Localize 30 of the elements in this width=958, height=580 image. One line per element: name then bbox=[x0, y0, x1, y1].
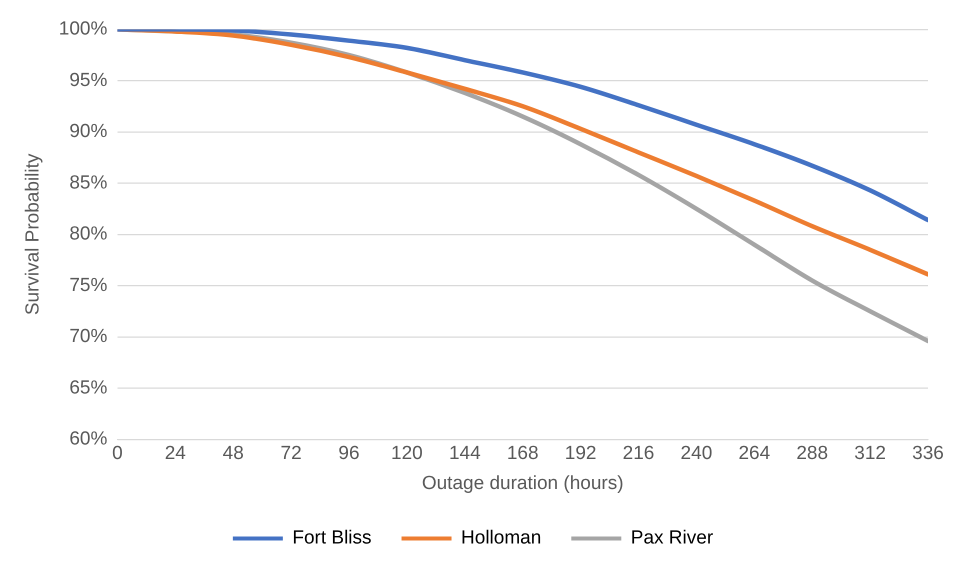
legend-label: Pax River bbox=[630, 528, 714, 549]
x-tick-label: 192 bbox=[564, 443, 596, 464]
x-tick-label: 168 bbox=[506, 443, 539, 464]
x-tick-label: 144 bbox=[448, 443, 482, 464]
x-axis-title: Outage duration (hours) bbox=[422, 472, 624, 494]
y-tick-label: 95% bbox=[69, 70, 108, 91]
x-tick-label: 96 bbox=[338, 443, 360, 464]
y-tick-label: 90% bbox=[69, 121, 108, 142]
line-series bbox=[117, 29, 928, 222]
legend-label: Fort Bliss bbox=[292, 528, 372, 549]
y-tick-label: 60% bbox=[69, 428, 108, 450]
legend-label: Holloman bbox=[461, 528, 542, 549]
x-tick-label: 264 bbox=[738, 443, 771, 464]
y-axis-title: Survival Probability bbox=[22, 153, 44, 316]
y-tick-label: 65% bbox=[69, 377, 108, 398]
x-tick-label: 120 bbox=[391, 443, 423, 464]
x-tick-label: 0 bbox=[112, 443, 123, 464]
x-tick-label: 24 bbox=[164, 443, 186, 464]
x-tick-label: 240 bbox=[680, 443, 712, 464]
x-tick-label: 216 bbox=[622, 443, 654, 464]
x-tick-label: 312 bbox=[854, 443, 886, 464]
x-tick-label: 288 bbox=[796, 443, 828, 464]
y-tick-label: 70% bbox=[69, 326, 108, 348]
y-tick-label: 75% bbox=[69, 274, 108, 296]
x-tick-label: 336 bbox=[912, 443, 944, 464]
y-tick-label: 100% bbox=[58, 18, 108, 40]
y-tick-label: 80% bbox=[69, 224, 108, 245]
x-tick-label: 72 bbox=[280, 443, 302, 464]
x-tick-label: 48 bbox=[222, 443, 244, 464]
y-tick-label: 85% bbox=[69, 172, 108, 194]
